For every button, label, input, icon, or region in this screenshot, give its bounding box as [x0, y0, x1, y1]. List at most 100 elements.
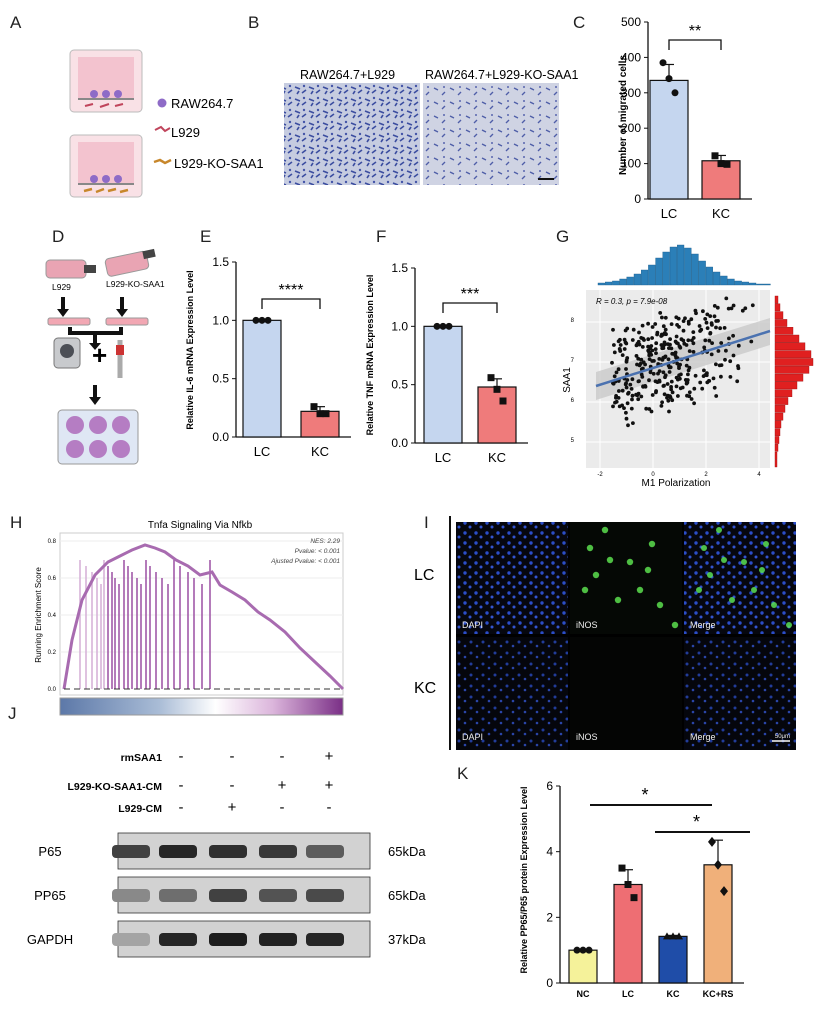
gsea-adjusted-pvalue: Ajusted Pvalue: < 0.001	[270, 558, 340, 565]
blot-kda-label: 37kDa	[388, 932, 426, 947]
y-tick-h-3: 0.6	[48, 576, 57, 582]
y-tick-g-3: 8	[571, 318, 575, 324]
scatter-point	[684, 380, 689, 385]
merge-spot	[741, 559, 747, 565]
scatter-point	[719, 341, 724, 345]
scatter-point	[700, 386, 705, 391]
scatter-point	[640, 323, 645, 328]
scatter-point	[646, 344, 650, 349]
treatment-sign: +	[278, 777, 287, 794]
histogram-bar-right	[774, 319, 788, 327]
panel-label-b: B	[248, 13, 259, 32]
y-tick-label-C: 0	[634, 192, 641, 206]
histogram-bar-top	[756, 283, 764, 286]
blot-band	[159, 933, 197, 946]
image-kc-inos	[570, 637, 682, 750]
scatter-point	[686, 321, 691, 326]
scatter-point	[681, 338, 686, 343]
gsea-rank-colorbar	[59, 697, 344, 716]
scatter-point	[663, 315, 668, 320]
scatter-point	[620, 353, 625, 357]
data-point-F	[487, 374, 495, 382]
scatter-point	[659, 404, 664, 408]
data-point-C	[665, 75, 673, 83]
histogram-bar-top	[648, 264, 656, 286]
data-point-K	[714, 859, 722, 870]
histogram-bar-top	[626, 276, 634, 286]
histogram-bar-right	[774, 342, 806, 351]
well-plate-icon	[57, 409, 139, 465]
scatter-point	[683, 316, 687, 321]
inos-spot	[592, 571, 600, 579]
scatter-point	[659, 343, 664, 347]
scatter-point	[624, 410, 628, 415]
scatter-point	[703, 317, 708, 321]
inos-spot	[644, 566, 652, 574]
scatter-point	[647, 350, 651, 355]
merge-spot	[721, 557, 727, 563]
scatter-point	[641, 384, 645, 389]
scatter-point	[641, 360, 646, 365]
treatment-sign: -	[280, 799, 285, 816]
scatter-point	[674, 384, 679, 389]
scatter-point	[711, 376, 716, 381]
scatter-point	[639, 336, 644, 340]
blot-band	[112, 933, 150, 946]
bar-chart-f: 0.0 0.5 1.0 1.5 LC KC ***	[391, 261, 528, 465]
bar-chart-e: 0.0 0.5 1.0 1.5 LC KC ****	[212, 255, 351, 459]
merge-spot	[707, 572, 713, 578]
flask-label-l929: L929	[52, 282, 71, 292]
x-axis-label-g: M1 Polarization	[642, 478, 711, 489]
scatter-point	[636, 356, 641, 361]
histogram-bar-right	[774, 373, 804, 382]
scatter-point	[686, 338, 691, 343]
scatter-point	[663, 375, 667, 380]
scatter-point	[659, 334, 664, 338]
y-axis-label-g: SAA1	[562, 367, 573, 393]
merge-spot	[696, 587, 702, 593]
scatter-point	[674, 375, 679, 380]
micrograph-l929-ko	[423, 83, 559, 185]
histogram-bar-right	[774, 366, 810, 374]
data-point-F	[499, 397, 507, 405]
panel-i: I LC KC DAPI iNOS Merge DAPI iNOS Merge …	[414, 513, 796, 750]
y-axis-label-c: Number of migrated cells	[618, 55, 629, 175]
flask-label-ko: L929-KO-SAA1	[106, 279, 165, 289]
histogram-bar-top	[713, 271, 721, 286]
panel-b: B RAW264.7+L929 RAW264.7+L929-KO-SAA1	[248, 13, 578, 185]
scatter-point	[681, 319, 686, 323]
category-label-K: KC	[667, 989, 680, 999]
histogram-bar-right	[774, 350, 812, 359]
scatter-point	[666, 393, 670, 398]
histogram-bar-top	[641, 269, 649, 286]
data-point-F	[439, 322, 447, 330]
treatment-name: L929-CM	[118, 803, 162, 815]
image-lc-merge	[684, 522, 796, 634]
y-tick-label-C: 500	[621, 15, 641, 29]
scatter-point	[650, 336, 654, 340]
data-point-K	[573, 946, 581, 954]
histogram-bar-top	[684, 247, 692, 286]
y-tick-label-F: 0.5	[391, 378, 408, 392]
scatter-point	[636, 339, 641, 344]
treatment-sign: -	[179, 777, 184, 794]
scatter-point	[625, 378, 630, 382]
legend-raw264: RAW264.7	[171, 96, 233, 111]
histogram-bar-top	[677, 244, 685, 286]
scatter-point	[675, 361, 680, 366]
scatter-point	[718, 326, 722, 331]
scatter-point	[689, 397, 694, 401]
scatter-point	[676, 394, 680, 398]
scatter-point	[623, 328, 628, 333]
histogram-bar-top	[705, 266, 714, 286]
scatter-point	[664, 332, 668, 337]
category-label-K: LC	[622, 989, 634, 999]
blot-band	[112, 889, 150, 902]
scatter-point	[709, 321, 714, 326]
scatter-point	[677, 344, 682, 349]
scatter-point	[620, 403, 624, 408]
scatter-point	[679, 372, 683, 377]
scatter-point	[622, 406, 626, 410]
significance-marker-F: ***	[461, 286, 480, 303]
